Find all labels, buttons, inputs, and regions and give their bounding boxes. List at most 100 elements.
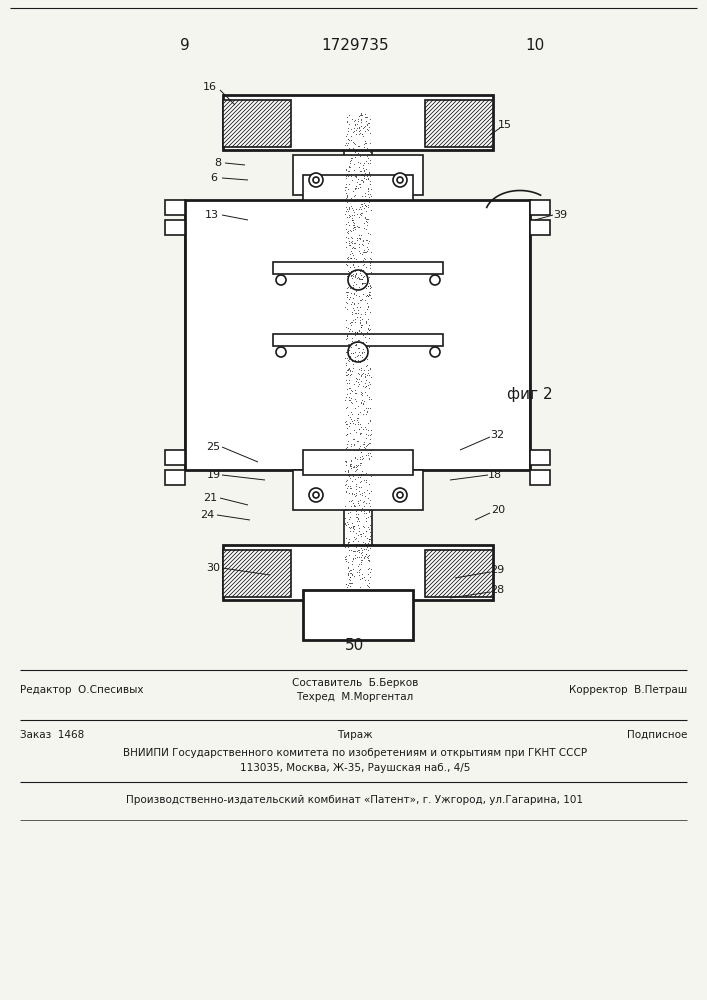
Point [356, 317, 368, 333]
Point [364, 517, 375, 533]
Point [343, 284, 354, 300]
Point [363, 422, 374, 438]
Point [358, 262, 369, 278]
Point [349, 431, 360, 447]
Point [362, 214, 373, 230]
Point [363, 485, 375, 501]
Point [350, 336, 361, 352]
Point [361, 198, 372, 214]
Point [354, 206, 366, 222]
Point [345, 321, 356, 337]
Point [363, 380, 375, 396]
Point [353, 493, 364, 509]
Bar [165, 200, 185, 215]
Point [361, 541, 372, 557]
Point [360, 339, 371, 355]
Bar [273, 262, 443, 274]
Point [362, 324, 373, 340]
Point [353, 376, 364, 392]
Point [349, 269, 361, 285]
Point [356, 526, 367, 542]
Point [345, 519, 356, 535]
Point [342, 223, 354, 239]
Point [365, 192, 376, 208]
Point [354, 270, 365, 286]
Point [363, 286, 375, 302]
Point [356, 107, 368, 123]
Bar [374, 177, 386, 195]
Point [361, 221, 372, 237]
Point [356, 487, 368, 503]
Point [346, 172, 357, 188]
Point [365, 431, 376, 447]
Bar [330, 177, 342, 195]
Point [349, 156, 360, 172]
Point [349, 412, 360, 428]
Point [357, 392, 368, 408]
Point [355, 196, 366, 212]
Point [354, 567, 365, 583]
Point [344, 361, 355, 377]
Point [342, 407, 354, 423]
Point [346, 200, 358, 216]
Point [358, 237, 369, 253]
Point [349, 117, 361, 133]
Point [354, 199, 366, 215]
Point [356, 549, 367, 565]
Point [346, 553, 358, 569]
Point [359, 165, 370, 181]
Point [349, 286, 360, 302]
Point [345, 409, 356, 425]
Point [350, 169, 361, 185]
Point [351, 120, 363, 136]
Point [340, 179, 351, 195]
Point [364, 498, 375, 514]
Point [353, 334, 364, 350]
Point [342, 577, 354, 593]
Point [358, 167, 369, 183]
Point [356, 384, 367, 400]
Point [348, 495, 359, 511]
Point [350, 459, 361, 475]
Point [354, 120, 365, 136]
Point [354, 556, 365, 572]
Point [354, 201, 365, 217]
Point [361, 116, 373, 132]
Point [341, 427, 352, 443]
Point [345, 565, 356, 581]
Point [361, 406, 372, 422]
Point [364, 168, 375, 184]
Point [346, 395, 358, 411]
Text: 29: 29 [490, 565, 504, 575]
Point [356, 271, 368, 287]
Point [355, 444, 366, 460]
Point [347, 519, 358, 535]
Bar [293, 155, 423, 195]
Point [352, 533, 363, 549]
Point [348, 140, 359, 156]
Point [343, 340, 354, 356]
Point [347, 551, 358, 567]
Point [354, 474, 366, 490]
Point [349, 295, 360, 311]
Point [354, 263, 366, 279]
Point [363, 273, 374, 289]
Point [349, 391, 361, 407]
Point [340, 355, 351, 371]
Point [347, 222, 358, 238]
Point [354, 315, 366, 331]
Point [358, 160, 369, 176]
Point [359, 384, 370, 400]
Point [362, 447, 373, 463]
Point [358, 525, 369, 541]
Point [353, 305, 364, 321]
Point [363, 322, 374, 338]
Point [341, 328, 353, 344]
Point [341, 250, 353, 266]
Point [363, 189, 374, 205]
Point [354, 404, 366, 420]
Point [340, 161, 351, 177]
Point [344, 415, 356, 431]
Point [341, 194, 353, 210]
Point [348, 257, 359, 273]
